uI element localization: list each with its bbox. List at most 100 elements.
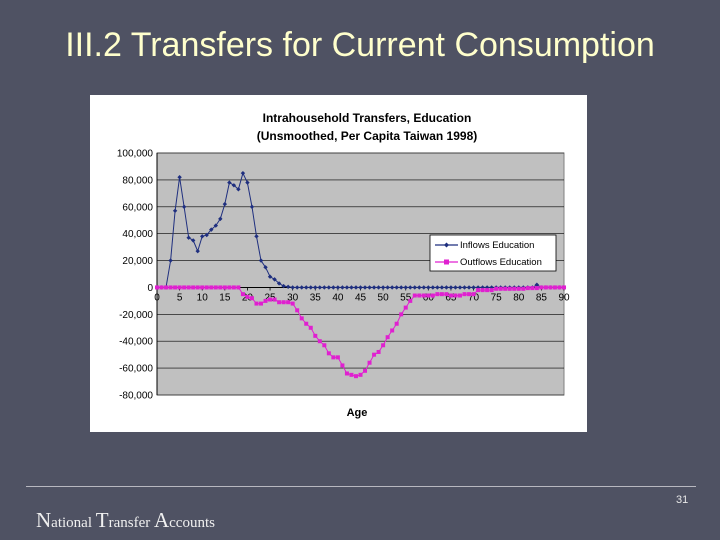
data-point-outflows-education (444, 292, 449, 297)
data-point-outflows-education (385, 335, 390, 340)
data-point-outflows-education (439, 292, 444, 297)
data-point-outflows-education (268, 297, 273, 302)
data-point-outflows-education (322, 343, 327, 348)
data-point-inflows-education (448, 285, 454, 290)
data-point-outflows-education (358, 372, 363, 377)
data-point-outflows-education (494, 286, 499, 291)
data-point-outflows-education (344, 371, 349, 376)
data-point-inflows-education (304, 285, 309, 290)
data-point-outflows-education (430, 293, 435, 298)
data-point-outflows-education (173, 285, 178, 290)
data-point-outflows-education (539, 285, 544, 290)
data-point-outflows-education (548, 285, 553, 290)
footer-word-2-rest: ransfer (108, 515, 151, 531)
data-point-inflows-education (249, 204, 255, 209)
data-point-inflows-education (385, 285, 390, 290)
data-point-outflows-education (204, 285, 209, 290)
data-point-outflows-education (412, 293, 417, 298)
x-tick-label: 60 (423, 292, 435, 303)
data-point-inflows-education (349, 285, 354, 290)
x-tick-label: 45 (355, 292, 367, 303)
data-point-inflows-education (222, 201, 228, 207)
data-point-inflows-education (457, 285, 463, 290)
slide-title: III.2 Transfers for Current Consumption (65, 26, 655, 64)
data-point-outflows-education (218, 285, 223, 290)
legend-marker-inflows (444, 242, 449, 248)
data-point-inflows-education (313, 285, 318, 290)
data-point-outflows-education (421, 293, 426, 298)
x-tick-label: 85 (536, 292, 548, 303)
data-point-outflows-education (231, 285, 236, 290)
y-tick-label: -20,000 (119, 310, 153, 321)
y-tick-label: -60,000 (119, 364, 153, 375)
data-point-outflows-education (304, 321, 309, 326)
data-point-inflows-education (403, 285, 408, 290)
data-point-outflows-education (236, 285, 241, 290)
data-point-inflows-education (367, 285, 372, 290)
y-tick-label: 40,000 (122, 229, 153, 240)
data-point-inflows-education (181, 204, 187, 209)
x-tick-label: 65 (445, 292, 457, 303)
x-tick-label: 70 (468, 292, 480, 303)
data-point-outflows-education (245, 294, 250, 299)
data-point-inflows-education (195, 248, 200, 254)
data-point-inflows-education (267, 274, 273, 279)
footer-organization: National Transfer Accounts (36, 508, 215, 533)
legend-box (429, 234, 557, 272)
data-point-outflows-education (507, 286, 512, 291)
data-point-inflows-education (285, 284, 291, 289)
data-point-inflows-education (371, 285, 377, 290)
data-point-inflows-education (399, 285, 404, 290)
data-point-inflows-education (254, 234, 259, 239)
data-point-inflows-education (362, 285, 368, 290)
data-point-inflows-education (417, 285, 422, 290)
data-point-outflows-education (530, 286, 535, 291)
data-point-outflows-education (367, 360, 372, 365)
data-point-inflows-education (272, 277, 277, 282)
footer-word-2-initial: T (95, 508, 109, 532)
data-point-outflows-education (503, 286, 508, 291)
legend-label-outflows: Outflows Education (460, 257, 542, 268)
data-point-outflows-education (281, 300, 286, 305)
y-tick-label: 20,000 (122, 256, 153, 267)
data-point-inflows-education (430, 285, 436, 290)
data-point-outflows-education (222, 285, 227, 290)
data-point-inflows-education (294, 285, 300, 290)
data-point-inflows-education (204, 232, 209, 238)
data-point-outflows-education (340, 363, 345, 368)
data-point-inflows-education (358, 285, 363, 290)
data-point-inflows-education (466, 285, 472, 290)
data-point-outflows-education (552, 285, 557, 290)
data-point-inflows-education (276, 281, 282, 286)
data-point-outflows-education (308, 325, 313, 330)
chart-title: Intrahousehold Transfers, Education (263, 111, 472, 125)
data-point-outflows-education (249, 296, 254, 301)
data-point-outflows-education (299, 316, 304, 321)
data-point-inflows-education (439, 285, 445, 290)
data-point-inflows-education (213, 223, 218, 228)
data-point-inflows-education (227, 180, 232, 185)
data-point-outflows-education (512, 286, 517, 291)
footer-word-1-initial: N (36, 508, 52, 532)
y-tick-label: 100,000 (117, 149, 154, 160)
data-point-inflows-education (299, 285, 304, 290)
data-point-outflows-education (525, 286, 530, 291)
data-point-outflows-education (313, 333, 318, 338)
data-point-inflows-education (426, 285, 431, 290)
data-point-outflows-education (227, 285, 232, 290)
data-point-inflows-education (218, 216, 223, 222)
data-point-outflows-education (209, 285, 214, 290)
data-point-outflows-education (462, 292, 467, 297)
data-point-inflows-education (412, 285, 417, 290)
data-point-inflows-education (353, 285, 359, 290)
data-point-outflows-education (200, 285, 205, 290)
footer-divider (26, 486, 696, 487)
data-point-inflows-education (322, 285, 327, 290)
footer-word-3-rest: ccounts (169, 515, 215, 531)
data-point-outflows-education (290, 301, 295, 306)
data-point-inflows-education (331, 285, 336, 290)
data-point-outflows-education (191, 285, 196, 290)
data-point-outflows-education (435, 292, 440, 297)
data-point-outflows-education (353, 374, 358, 379)
data-point-outflows-education (557, 285, 562, 290)
